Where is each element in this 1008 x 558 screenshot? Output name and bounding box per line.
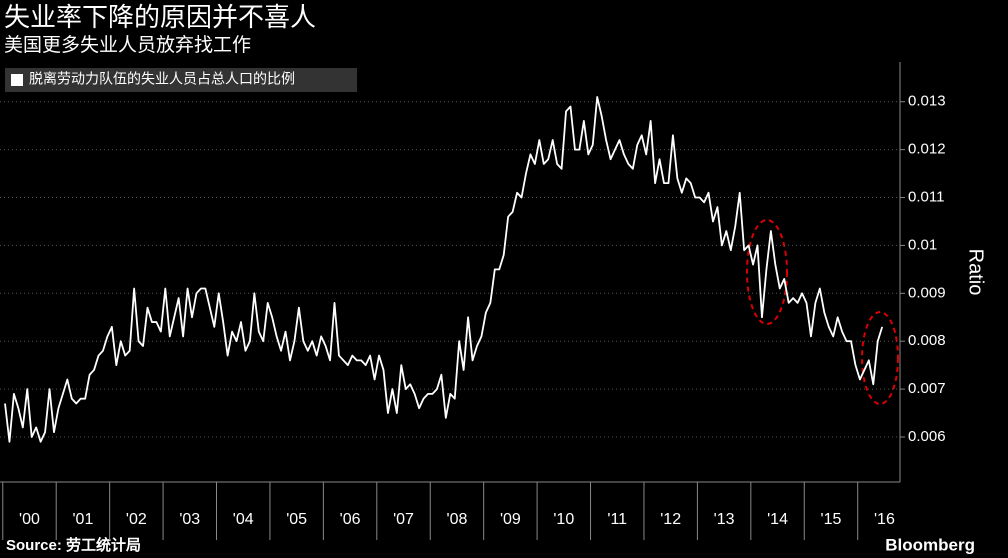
x-tick-label: '03 bbox=[179, 511, 200, 528]
legend-label: 脱离劳动力队伍的失业人员占总人口的比例 bbox=[29, 71, 295, 87]
legend-swatch bbox=[11, 74, 23, 86]
y-axis-label: Ratio bbox=[965, 249, 987, 296]
data-line bbox=[4, 96, 884, 443]
x-tick-label: '11 bbox=[607, 511, 627, 528]
y-tick-label: 0.013 bbox=[908, 93, 946, 110]
source: Source: 劳工统计局 bbox=[6, 536, 141, 554]
x-tick-label: '07 bbox=[393, 511, 414, 528]
x-tick-label: '09 bbox=[500, 511, 521, 528]
y-tick-label: 0.012 bbox=[908, 141, 946, 158]
chart-subtitle: 美国更多失业人员放弃找工作 bbox=[4, 34, 251, 56]
y-tick-label: 0.011 bbox=[908, 188, 944, 205]
y-tick-label: 0.01 bbox=[908, 236, 937, 253]
legend: 脱离劳动力队伍的失业人员占总人口的比例 bbox=[5, 68, 357, 92]
y-tick-label: 0.006 bbox=[908, 428, 946, 445]
y-tick-label: 0.008 bbox=[908, 332, 946, 349]
x-tick-label: '05 bbox=[286, 511, 307, 528]
x-tick-label: '00 bbox=[19, 511, 40, 528]
x-tick-label: '02 bbox=[126, 511, 147, 528]
x-tick-label: '08 bbox=[447, 511, 468, 528]
x-tick-label: '13 bbox=[714, 511, 735, 528]
x-tick-label: '04 bbox=[233, 511, 254, 528]
x-tick-label: '14 bbox=[767, 511, 788, 528]
y-tick-label: 0.007 bbox=[908, 380, 946, 397]
x-tick-label: '16 bbox=[874, 511, 895, 528]
legend-box bbox=[5, 68, 357, 92]
x-tick-label: '15 bbox=[821, 511, 842, 528]
y-tick-label: 0.009 bbox=[908, 284, 946, 301]
highlight-ellipse bbox=[746, 219, 788, 325]
x-tick-label: '12 bbox=[660, 511, 681, 528]
x-tick-label: '10 bbox=[553, 511, 574, 528]
branding: Bloomberg bbox=[885, 535, 975, 554]
x-tick-label: '01 bbox=[72, 511, 93, 528]
chart-title: 失业率下降的原因并不喜人 bbox=[4, 2, 316, 32]
highlight-ellipse bbox=[861, 311, 899, 405]
x-tick-label: '06 bbox=[340, 511, 361, 528]
